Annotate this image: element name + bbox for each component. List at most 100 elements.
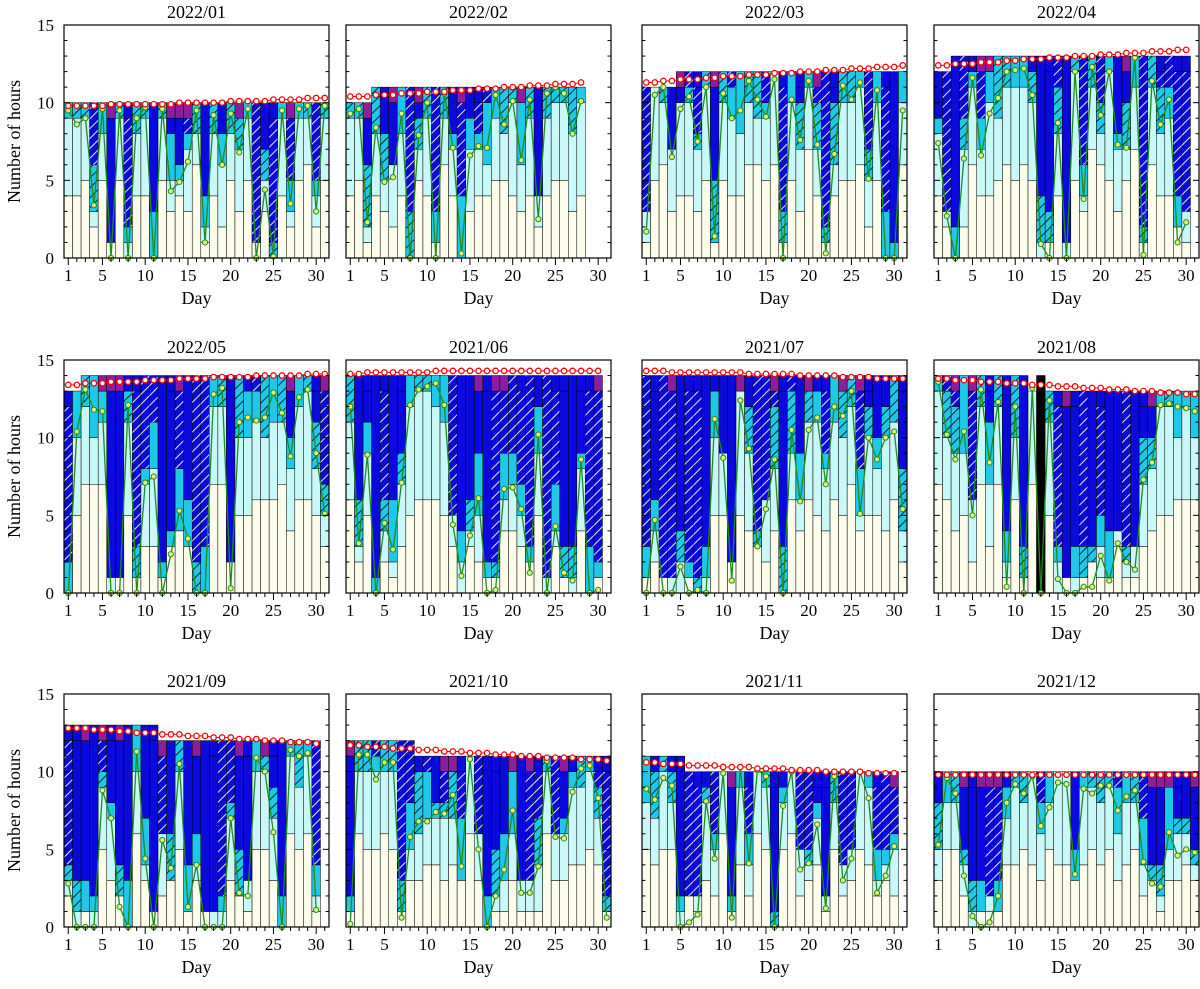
bar-segment: [1002, 86, 1012, 166]
bar-segment: [693, 771, 703, 788]
sunshine-point: [814, 414, 821, 421]
daylight-point: [133, 729, 141, 737]
sunshine-point: [475, 143, 482, 150]
sunshine-point: [244, 892, 251, 900]
bar-segment: [123, 515, 133, 594]
daylight-point: [466, 367, 474, 375]
bar-hatch: [1028, 71, 1037, 103]
daylight-markers: [934, 375, 1199, 398]
bar-segment: [550, 833, 560, 881]
day-bar-27: [1156, 771, 1166, 928]
bar-segment: [260, 102, 270, 150]
sunshine-point: [779, 802, 787, 809]
daylight-point: [1028, 771, 1036, 779]
bar-segment: [744, 895, 754, 928]
bar-segment: [701, 771, 711, 788]
bar-hatch: [812, 102, 822, 150]
sunshine-point: [882, 872, 889, 879]
sunshine-point: [1097, 111, 1104, 119]
daylight-point: [977, 58, 985, 66]
bar-hatch: [1164, 391, 1174, 407]
daylight-point: [492, 85, 499, 93]
bar-segment: [362, 102, 372, 119]
daylight-point: [235, 97, 243, 105]
bar-hatch: [551, 756, 560, 834]
bar-segment: [431, 499, 441, 594]
daylight-point: [534, 752, 542, 760]
sunshine-point: [848, 96, 855, 103]
day-bar-25: [1138, 771, 1148, 928]
daylight-point: [694, 369, 701, 376]
sunshine-point: [660, 774, 667, 781]
bar-segment: [1061, 406, 1072, 578]
daylight-point: [1071, 771, 1079, 779]
daylight-point: [882, 63, 889, 71]
sunshine-point: [261, 186, 268, 193]
sunshine-point: [227, 585, 234, 592]
daylight-point: [839, 768, 847, 776]
bar-segment: [1113, 833, 1123, 881]
daylight-point: [994, 378, 1002, 386]
bar-segment: [80, 484, 90, 594]
bar-segment: [769, 375, 780, 392]
daylight-point: [193, 732, 200, 740]
sunshine-point: [381, 178, 388, 185]
x-axis: 1 5 10 15 20 25 30: [64, 258, 326, 285]
bar-segment: [414, 499, 424, 594]
bar-segment: [1053, 864, 1063, 928]
bar-hatch: [457, 771, 466, 819]
y-axis: [934, 24, 1199, 259]
daylight-point: [899, 375, 907, 382]
bar-segment: [140, 724, 150, 819]
sunshine-point: [526, 889, 533, 896]
day-bar-24: [260, 740, 270, 928]
bar-hatch: [847, 71, 856, 103]
sunshine-point: [65, 880, 72, 887]
day-bar-10: [422, 755, 432, 928]
sunshine-markers: [935, 378, 1198, 597]
daylight-point: [552, 80, 559, 88]
bar-hatch: [593, 391, 603, 562]
x-tick-label: 1: [642, 935, 651, 954]
bar-segment: [942, 849, 952, 928]
sunshine-point: [466, 532, 474, 539]
daylight-point: [986, 58, 993, 66]
day-bar-26: [559, 86, 569, 259]
bar-hatch: [217, 740, 227, 896]
bar-hatch: [778, 87, 788, 212]
bar-segment: [710, 515, 720, 594]
bar-segment: [397, 484, 407, 547]
bar-segment: [1181, 211, 1191, 243]
day-bar-12: [157, 740, 167, 928]
sunshine-point: [1106, 577, 1113, 584]
panel-title: 2022/01: [167, 2, 226, 22]
bar-segment: [106, 390, 116, 578]
sunshine-point: [1037, 822, 1044, 830]
day-bar-29: [1173, 390, 1183, 594]
x-tick-label: 5: [98, 935, 107, 954]
x-tick-label: 5: [98, 266, 107, 285]
daylight-point: [133, 378, 141, 386]
sunshine-point: [501, 121, 508, 128]
sunshine-point: [643, 228, 650, 235]
bar-segment: [448, 864, 458, 928]
bar-segment: [397, 375, 407, 392]
panel-title: 2021/06: [449, 337, 508, 357]
day-bar-28: [872, 771, 882, 928]
bar-hatch: [303, 375, 312, 392]
bar-segment: [508, 771, 518, 835]
sunshine-point: [603, 914, 610, 921]
sunshine-point: [150, 473, 157, 480]
bar-segment: [838, 180, 848, 259]
bar-hatch: [234, 375, 244, 438]
bar-segment: [1087, 390, 1097, 547]
sunshine-point: [891, 843, 898, 850]
bar-segment: [499, 180, 509, 259]
daylight-point: [890, 63, 898, 71]
daylight-point: [952, 60, 959, 68]
daylight-point: [552, 367, 559, 375]
sunshine-point: [184, 535, 192, 542]
bar-segment: [405, 515, 415, 594]
bar-segment: [942, 499, 952, 594]
daylight-markers: [642, 62, 907, 86]
